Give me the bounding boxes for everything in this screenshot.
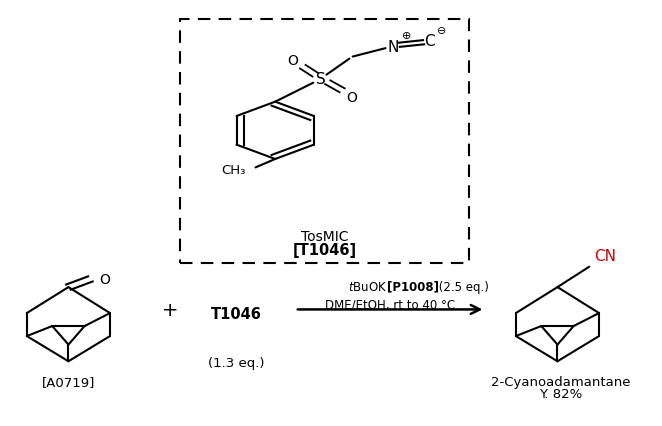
Text: +: + bbox=[162, 300, 179, 319]
Text: ⊕: ⊕ bbox=[402, 31, 411, 40]
Text: TosMIC: TosMIC bbox=[301, 229, 348, 243]
Text: T1046: T1046 bbox=[211, 306, 261, 321]
Text: O: O bbox=[287, 54, 299, 68]
Text: O: O bbox=[347, 90, 357, 104]
Text: C: C bbox=[424, 35, 435, 49]
Text: ⊖: ⊖ bbox=[437, 26, 446, 35]
Text: S: S bbox=[316, 72, 326, 87]
Text: CH₃: CH₃ bbox=[221, 164, 246, 177]
Text: (1.3 eq.): (1.3 eq.) bbox=[208, 356, 264, 369]
Text: 2-Cyanoadamantane: 2-Cyanoadamantane bbox=[491, 375, 630, 388]
Text: N: N bbox=[388, 40, 399, 55]
Text: [T1046]: [T1046] bbox=[293, 242, 357, 257]
Text: CN: CN bbox=[594, 249, 616, 264]
Text: (2.5 eq.): (2.5 eq.) bbox=[435, 280, 489, 293]
Text: Y. 82%: Y. 82% bbox=[539, 387, 583, 400]
Text: [P1008]: [P1008] bbox=[387, 280, 439, 293]
Text: DME/EtOH, rt to 40 °C: DME/EtOH, rt to 40 °C bbox=[325, 298, 455, 311]
Text: $\it{t}$BuOK: $\it{t}$BuOK bbox=[348, 280, 387, 293]
Text: O: O bbox=[99, 272, 110, 286]
Bar bbox=[180, 20, 469, 263]
Text: [A0719]: [A0719] bbox=[42, 375, 95, 388]
